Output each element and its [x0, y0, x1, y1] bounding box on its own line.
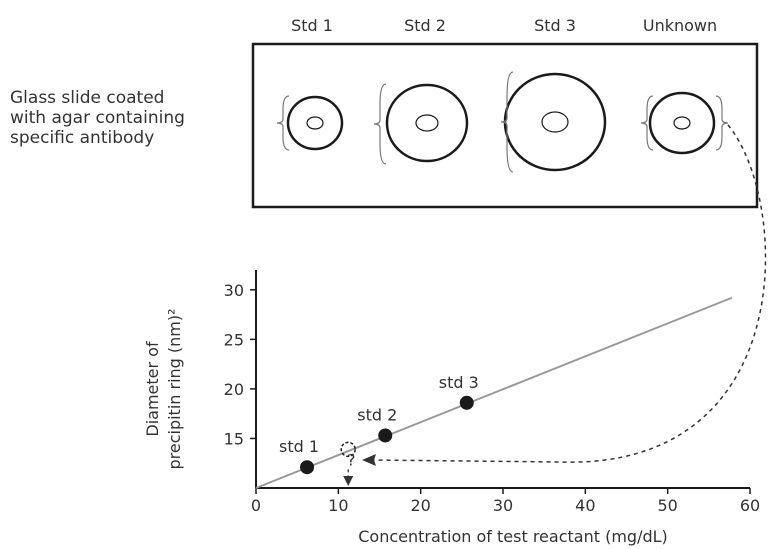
slide-label: Std 2 — [404, 16, 446, 35]
x-axis-label: Concentration of test reactant (mg/dL) — [358, 527, 668, 546]
y-axis-label: precipitin ring (nm)² — [165, 308, 184, 469]
well — [307, 117, 323, 129]
y-tick-label: 15 — [224, 429, 244, 448]
ring — [387, 85, 467, 161]
ring — [505, 74, 605, 170]
x-tick-label: 10 — [328, 496, 348, 515]
slide-description: Glass slide coated — [10, 88, 164, 108]
calibration-line — [256, 298, 732, 488]
y-axis-label: Diameter of — [143, 341, 162, 437]
standard-point — [378, 428, 392, 442]
x-tick-label: 20 — [410, 496, 430, 515]
standard-point — [460, 396, 474, 410]
point-label: std 3 — [439, 373, 479, 392]
x-tick-label: 0 — [251, 496, 261, 515]
ring — [650, 93, 714, 153]
slide-description: specific antibody — [10, 128, 154, 148]
well — [542, 112, 568, 132]
x-tick-label: 50 — [657, 496, 677, 515]
point-label: std 2 — [357, 405, 397, 424]
slide-label: Unknown — [643, 16, 717, 35]
y-tick-label: 30 — [224, 281, 244, 300]
slide-label: Std 3 — [534, 16, 576, 35]
x-tick-label: 30 — [493, 496, 513, 515]
arrowhead — [362, 454, 376, 466]
standard-point — [300, 460, 314, 474]
point-label: ? — [347, 450, 356, 469]
point-label: std 1 — [279, 437, 319, 456]
slide-label: Std 1 — [291, 16, 333, 35]
y-tick-label: 25 — [224, 330, 244, 349]
brace — [501, 72, 513, 172]
y-tick-label: 20 — [224, 380, 244, 399]
ring — [288, 97, 342, 149]
x-tick-label: 60 — [740, 496, 760, 515]
figure: Std 1 Std 2 Std 3 Unknown Glass slide co… — [0, 0, 769, 549]
arrowhead — [343, 476, 353, 486]
brace — [716, 96, 728, 150]
well — [416, 115, 438, 131]
brace — [374, 84, 386, 164]
slide-description: with agar containing — [10, 108, 185, 128]
x-tick-label: 40 — [575, 496, 595, 515]
well — [674, 117, 690, 129]
transfer-arrow — [372, 125, 766, 462]
